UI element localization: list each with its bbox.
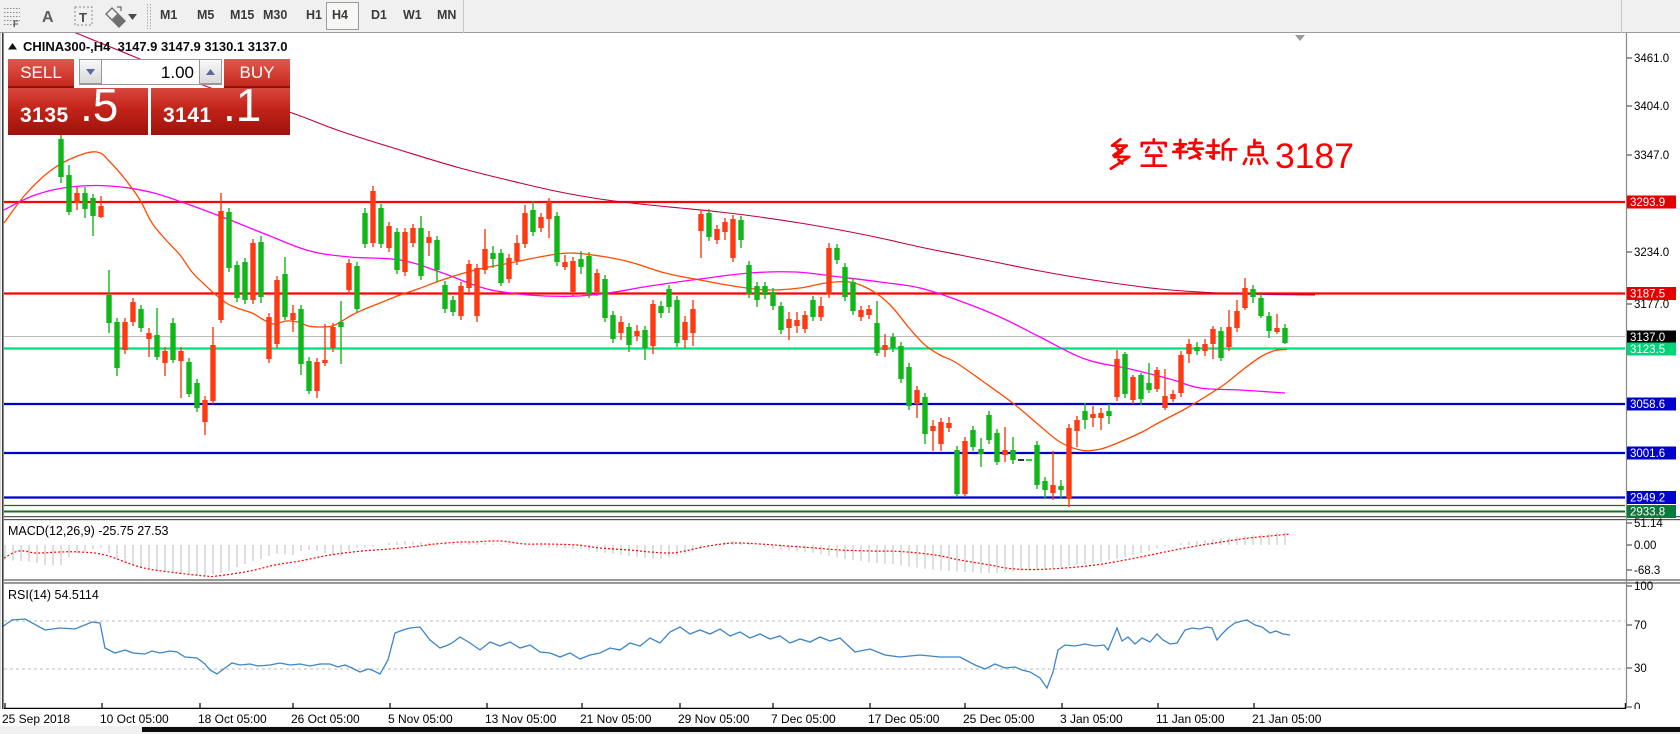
svg-text:3461.0: 3461.0 xyxy=(1634,53,1669,65)
svg-text:3137.0: 3137.0 xyxy=(1630,332,1665,344)
svg-text:30: 30 xyxy=(1634,663,1647,675)
svg-text:3293.9: 3293.9 xyxy=(1630,197,1665,209)
svg-text:2933.8: 2933.8 xyxy=(1630,507,1665,519)
svg-text:CHINA300-,H4 3147.9 3147.9 31: CHINA300-,H4 3147.9 3147.9 3130.1 3137.0 xyxy=(23,39,288,54)
svg-text:T: T xyxy=(79,10,87,25)
svg-text:A: A xyxy=(42,9,54,26)
svg-text:70: 70 xyxy=(1634,620,1647,632)
svg-text:RSI(14) 54.5114: RSI(14) 54.5114 xyxy=(8,588,99,602)
svg-text:2949.2: 2949.2 xyxy=(1630,493,1665,505)
svg-text:0.00: 0.00 xyxy=(1634,540,1656,552)
svg-text:3404.0: 3404.0 xyxy=(1634,101,1669,113)
svg-text:0: 0 xyxy=(1634,702,1640,714)
svg-text:3187.5: 3187.5 xyxy=(1630,289,1665,301)
svg-text:3177.0: 3177.0 xyxy=(1634,299,1669,311)
svg-text:3234.0: 3234.0 xyxy=(1634,247,1669,259)
svg-text:3187: 3187 xyxy=(1275,136,1354,176)
svg-text:-68.3: -68.3 xyxy=(1634,565,1660,577)
svg-text:51.14: 51.14 xyxy=(1634,518,1663,530)
svg-text:F: F xyxy=(13,19,19,29)
svg-text:100: 100 xyxy=(1634,581,1653,593)
svg-text:MACD(12,26,9) -25.75 27.53: MACD(12,26,9) -25.75 27.53 xyxy=(8,524,169,538)
svg-text:3123.5: 3123.5 xyxy=(1630,344,1665,356)
svg-text:3001.6: 3001.6 xyxy=(1630,448,1665,460)
svg-text:3058.6: 3058.6 xyxy=(1630,399,1665,411)
svg-text:3347.0: 3347.0 xyxy=(1634,150,1669,162)
